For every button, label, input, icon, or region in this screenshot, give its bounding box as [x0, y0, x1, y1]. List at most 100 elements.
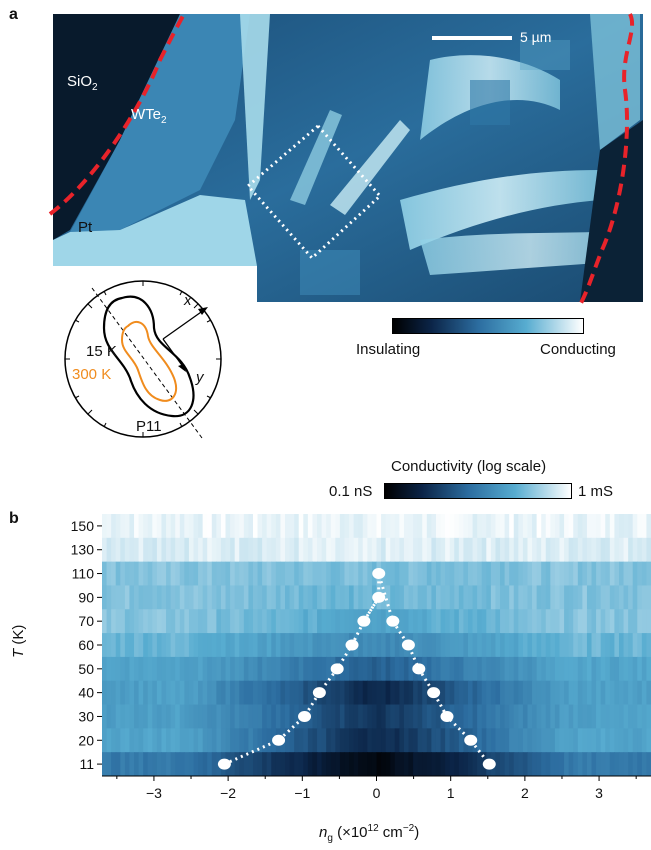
heatmap-cell-40	[120, 680, 126, 705]
colorbar-high-label: Conducting	[540, 341, 616, 358]
heatmap-cell-150	[500, 514, 506, 539]
x-tick-label: 0	[373, 785, 381, 801]
heatmap-cell-20	[564, 728, 570, 753]
heatmap-cell-20	[385, 728, 391, 753]
heatmap-cell-20	[371, 728, 378, 753]
heatmap-cell-130	[408, 537, 414, 563]
heatmap-cell-70	[262, 609, 268, 634]
heatmap-cell-70	[303, 609, 309, 634]
heatmap-cell-90	[577, 585, 583, 610]
heatmap-cell-90	[143, 585, 149, 610]
heatmap-cell-110	[161, 561, 167, 586]
heatmap-cell-150	[307, 514, 314, 539]
heatmap-cell-150	[239, 514, 245, 539]
heatmap-cell-70	[111, 609, 117, 634]
heatmap-cell-20	[353, 728, 359, 753]
heatmap-cell-30	[143, 704, 149, 729]
heatmap-cell-130	[307, 537, 314, 563]
heatmap-cell-150	[518, 514, 524, 539]
heatmap-cell-30	[367, 704, 373, 729]
heatmap-cell-70	[134, 609, 140, 634]
heatmap-cell-60	[481, 633, 487, 658]
heatmap-cell-50	[605, 656, 611, 682]
heatmap-cell-50	[426, 656, 432, 682]
heatmap-cell-60	[317, 633, 323, 658]
heatmap-cell-130	[124, 537, 131, 563]
heatmap-cell-60	[234, 633, 240, 658]
heatmap-cell-20	[262, 728, 268, 753]
heatmap-cell-20	[147, 728, 153, 753]
heatmap-cell-11	[385, 752, 391, 777]
boundary-point	[482, 758, 496, 770]
heatmap-cell-110	[307, 561, 314, 586]
heatmap-cell-70	[582, 609, 588, 634]
heatmap-cell-70	[243, 609, 249, 634]
heatmap-cell-110	[413, 561, 419, 586]
heatmap-cell-30	[248, 704, 254, 729]
heatmap-cell-50	[545, 656, 551, 682]
heatmap-cell-11	[605, 752, 611, 777]
heatmap-cell-110	[559, 561, 565, 586]
heatmap-cell-150	[243, 514, 249, 539]
heatmap-cell-70	[266, 609, 272, 634]
heatmap-cell-90	[440, 585, 446, 610]
heatmap-cell-20	[509, 728, 515, 753]
heatmap-cell-110	[243, 561, 249, 586]
heatmap-cell-110	[422, 561, 428, 586]
heatmap-cell-30	[586, 704, 593, 729]
heatmap-cell-150	[431, 514, 437, 539]
heatmap-cell-40	[504, 680, 510, 705]
heatmap-cell-70	[207, 609, 213, 634]
y-axis-label: T (K)	[10, 624, 27, 658]
heatmap-cell-70	[138, 609, 144, 634]
heatmap-cell-40	[513, 680, 519, 705]
heatmap-cell-50	[257, 656, 263, 682]
heatmap-cell-30	[646, 704, 651, 729]
heatmap-cell-70	[298, 609, 304, 634]
heatmap-cell-50	[518, 656, 524, 682]
heatmap-cell-40	[454, 680, 460, 705]
heatmap-cell-30	[243, 704, 249, 729]
heatmap-cell-70	[417, 609, 423, 634]
heatmap-cell-110	[435, 561, 442, 586]
heatmap-cell-20	[623, 728, 629, 753]
heatmap-cell-70	[477, 609, 483, 634]
heatmap-cell-70	[422, 609, 428, 634]
heatmap-cell-90	[582, 585, 588, 610]
heatmap-cell-150	[275, 514, 282, 539]
heatmap-cell-150	[193, 514, 199, 539]
heatmap-cell-60	[541, 633, 547, 658]
heatmap-cell-70	[257, 609, 263, 634]
polar-curve-300k	[120, 320, 178, 402]
heatmap-cell-11	[134, 752, 140, 777]
y-tick-label: 50	[78, 661, 94, 677]
heatmap-cell-90	[431, 585, 437, 610]
heatmap-cell-40	[550, 680, 556, 705]
heatmap-cell-11	[252, 752, 259, 777]
heatmap-cell-60	[262, 633, 268, 658]
y-tick-label: 11	[79, 756, 94, 772]
heatmap-cell-11	[504, 752, 510, 777]
heatmap-cell-110	[477, 561, 483, 586]
heatmap-cell-50	[554, 656, 561, 682]
heatmap-cell-11	[399, 752, 405, 777]
heatmap-cell-11	[202, 752, 208, 777]
heatmap-cell-60	[646, 633, 651, 658]
heatmap-cell-20	[541, 728, 547, 753]
heatmap-cell-11	[454, 752, 460, 777]
heatmap-cell-50	[486, 656, 492, 682]
heatmap-cell-70	[435, 609, 442, 634]
heatmap-cell-110	[170, 561, 176, 586]
heatmap-cell-50	[230, 656, 236, 682]
heatmap-cell-60	[618, 633, 625, 658]
heatmap-cell-150	[184, 514, 190, 539]
heatmap-cell-150	[188, 514, 195, 539]
heatmap-cell-150	[509, 514, 515, 539]
heatmap-cell-30	[220, 704, 227, 729]
heatmap-cell-130	[367, 537, 373, 563]
heatmap-cell-90	[298, 585, 304, 610]
heatmap-cell-50	[362, 656, 368, 682]
heatmap-cell-150	[202, 514, 208, 539]
heatmap-cell-150	[399, 514, 405, 539]
heatmap-cell-150	[618, 514, 625, 539]
